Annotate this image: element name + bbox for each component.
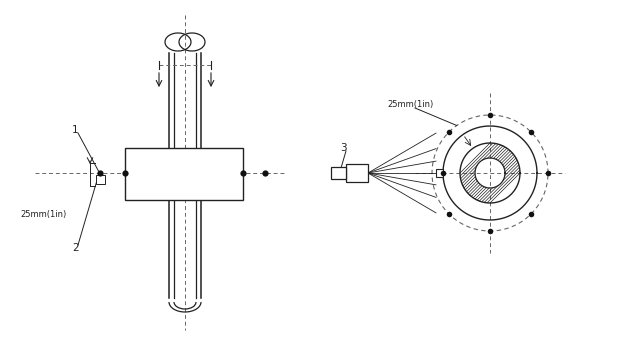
Text: 3: 3: [340, 143, 347, 153]
Text: 1: 1: [72, 125, 78, 135]
Text: 25mm(1in): 25mm(1in): [387, 100, 433, 109]
Bar: [331, 167, 346, 179]
Text: 2: 2: [72, 243, 78, 253]
Bar: [436, 169, 443, 177]
Bar: [346, 164, 368, 182]
Bar: [96, 175, 105, 184]
Bar: [125, 148, 243, 200]
Text: 25mm(1in): 25mm(1in): [20, 210, 66, 219]
